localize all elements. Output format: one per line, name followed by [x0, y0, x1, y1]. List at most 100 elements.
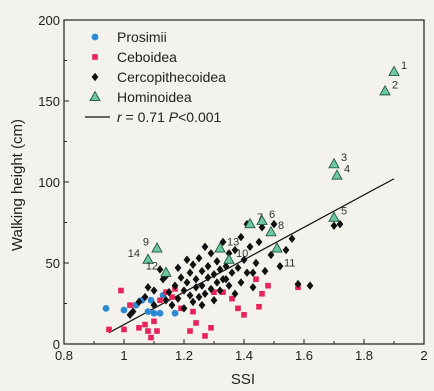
cercopithecoidea-point	[276, 262, 284, 271]
cercopithecoidea-point	[198, 281, 206, 290]
ticks-layer: 0.8 1 1.2 1.4 1.6 1.8 2 0 50 100 150 200	[38, 13, 427, 363]
y-tick-label: 50	[46, 256, 60, 271]
point-label: 3	[341, 152, 347, 164]
cercopithecoidea-point	[171, 281, 179, 290]
x-tick-label: 0.8	[55, 348, 73, 363]
cercopithecoidea-point	[210, 296, 218, 305]
cercopithecoidea-point	[330, 221, 338, 230]
ceboidea-point	[118, 287, 124, 294]
ceboidea-point	[151, 318, 157, 325]
ceboidea-point	[202, 333, 208, 339]
cercopithecoidea-point	[237, 232, 245, 242]
cercopithecoidea-point	[192, 283, 200, 292]
ceboidea-point	[136, 325, 142, 331]
cercopithecoidea-point	[207, 249, 215, 258]
cercopithecoidea-point	[177, 273, 185, 282]
cercopithecoidea-point	[213, 257, 221, 266]
ceboidea-point	[211, 289, 217, 295]
cercopithecoidea-point	[216, 286, 224, 295]
hominoidea-point	[331, 169, 343, 180]
ceboidea-point	[253, 276, 259, 282]
x-tick-label: 1	[120, 348, 127, 363]
ceboidea-point	[256, 303, 262, 310]
hominoidea-point	[223, 253, 235, 264]
cercopithecoidea-point	[198, 266, 206, 276]
cercopithecoidea-point	[180, 304, 188, 313]
cercopithecoidea-point	[195, 292, 203, 302]
ceboidea-point	[193, 320, 199, 326]
point-label: 11	[284, 257, 295, 269]
point-label: 13	[227, 236, 239, 248]
cercopithecoidea-point	[168, 300, 176, 310]
prosimii-point	[102, 304, 110, 312]
y-tick-label: 200	[38, 13, 60, 28]
cercopithecoidea-point	[288, 234, 296, 243]
cercopithecoidea-point	[165, 287, 173, 297]
x-tick-label: 2	[420, 348, 427, 363]
cercopithecoidea-point	[252, 258, 260, 268]
point-label: 5	[341, 206, 347, 218]
cercopithecoidea-point	[249, 268, 257, 277]
cercopithecoidea-point	[135, 297, 143, 307]
legend: Prosimii Ceboidea Cercopithecoidea Hominoid…	[85, 29, 226, 125]
x-tick-label: 1.4	[235, 348, 253, 363]
ceboidea-point	[259, 290, 265, 297]
cercopithecoidea-point	[231, 289, 239, 298]
y-tick-label: 0	[53, 337, 60, 352]
cercopithecoidea-point	[258, 223, 266, 232]
point-label: 9	[143, 236, 149, 248]
cercopithecoidea-point	[261, 266, 269, 276]
cercopithecoidea-point	[222, 262, 230, 271]
cercopithecoidea-point	[246, 242, 254, 251]
cercopithecoidea-point	[162, 296, 170, 305]
cercopithecoidea-point	[198, 300, 206, 310]
hominoidea-point	[388, 65, 400, 76]
regression-legend-label: r = 0.71 P<0.001	[117, 109, 222, 125]
ceboidea-point	[169, 294, 175, 300]
cercopithecoidea-point	[231, 245, 239, 255]
x-tick-label: 1.2	[175, 348, 193, 363]
cercopithecoidea-point	[189, 297, 197, 307]
hominoidea-point	[256, 214, 268, 225]
legend-label-cercopithecoidea: Cercopithecoidea	[117, 69, 226, 85]
cercopithecoidea-point	[207, 284, 215, 294]
cercopithecoidea-point	[183, 278, 191, 287]
point-label: 12	[146, 261, 158, 273]
ceboidea-point	[187, 328, 193, 334]
cercopithecoidea-point	[150, 286, 158, 295]
point-label: 1	[401, 60, 407, 72]
prosimii-point	[150, 309, 158, 317]
hominoidea-point	[328, 211, 340, 222]
cercopithecoidea-point	[255, 237, 263, 247]
hominoidea-point	[265, 225, 277, 237]
y-tick-label: 150	[38, 94, 60, 109]
hominoidea-point	[271, 242, 283, 253]
cercopithecoidea-point	[144, 283, 152, 292]
ceboidea-point	[265, 282, 271, 289]
point-label: 2	[392, 79, 398, 91]
point-label: 4	[344, 164, 350, 176]
cercopithecoidea-point	[213, 278, 221, 287]
ceboidea-point	[229, 295, 235, 302]
points-layer	[102, 65, 400, 341]
cercopithecoidea-point	[270, 219, 278, 229]
cercopithecoidea-point	[204, 273, 212, 282]
hominoidea-point	[160, 266, 172, 277]
hominoidea-point	[244, 217, 256, 229]
cercopithecoidea-point	[195, 253, 203, 263]
cercopithecoidea-point	[306, 281, 314, 290]
cercopithecoidea-point	[216, 265, 224, 274]
cercopithecoidea-legend-marker	[91, 72, 99, 82]
cercopithecoidea-point	[225, 281, 233, 290]
prosimii-point	[144, 308, 152, 315]
y-tick-label: 100	[38, 175, 60, 190]
legend-label-hominoidea: Hominoidea	[117, 89, 192, 105]
ceboidea-point	[127, 302, 133, 308]
point-label: 14	[128, 248, 140, 260]
ceboidea-point	[148, 334, 154, 341]
x-tick-label: 1.6	[295, 348, 313, 363]
cercopithecoidea-point	[156, 265, 164, 274]
ceboidea-point	[235, 305, 241, 312]
ceboidea-point	[241, 312, 247, 318]
